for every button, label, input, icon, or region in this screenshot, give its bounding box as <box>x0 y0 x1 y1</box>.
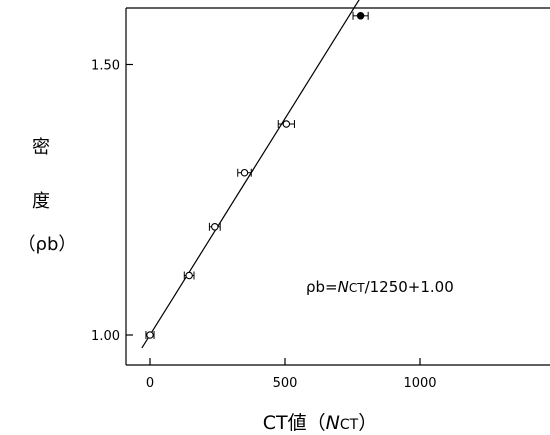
x-tick-label: 500 <box>273 376 298 391</box>
y-axis-label: 密 度 （ρb） <box>18 137 77 255</box>
data-point-filled <box>356 12 365 20</box>
axis-ticks: 1.001.502.0005001000 <box>91 59 437 392</box>
x-tick-label: 0 <box>146 376 154 391</box>
x-axis-label: CT値（NCT） <box>263 412 377 434</box>
ylabel-line-3: （ρb） <box>18 234 77 255</box>
ylabel-line-1: 密 <box>32 137 50 158</box>
plot-frame <box>125 7 550 366</box>
equation-annotation: ρb=NCT/1250+1.00 <box>306 278 454 296</box>
data-point-open <box>240 168 249 177</box>
data-point-open <box>282 120 291 128</box>
y-tick-label: 1.00 <box>91 329 120 344</box>
data-points <box>145 11 369 339</box>
ylabel-line-2: 度 <box>32 191 50 212</box>
x-tick-label: 1000 <box>403 376 436 391</box>
y-tick-label: 1.50 <box>91 59 120 74</box>
data-point-open <box>211 223 219 231</box>
fit-line <box>141 0 360 349</box>
fit-line-group <box>141 0 360 349</box>
data-point-open <box>185 271 193 280</box>
data-point-open <box>146 331 154 339</box>
